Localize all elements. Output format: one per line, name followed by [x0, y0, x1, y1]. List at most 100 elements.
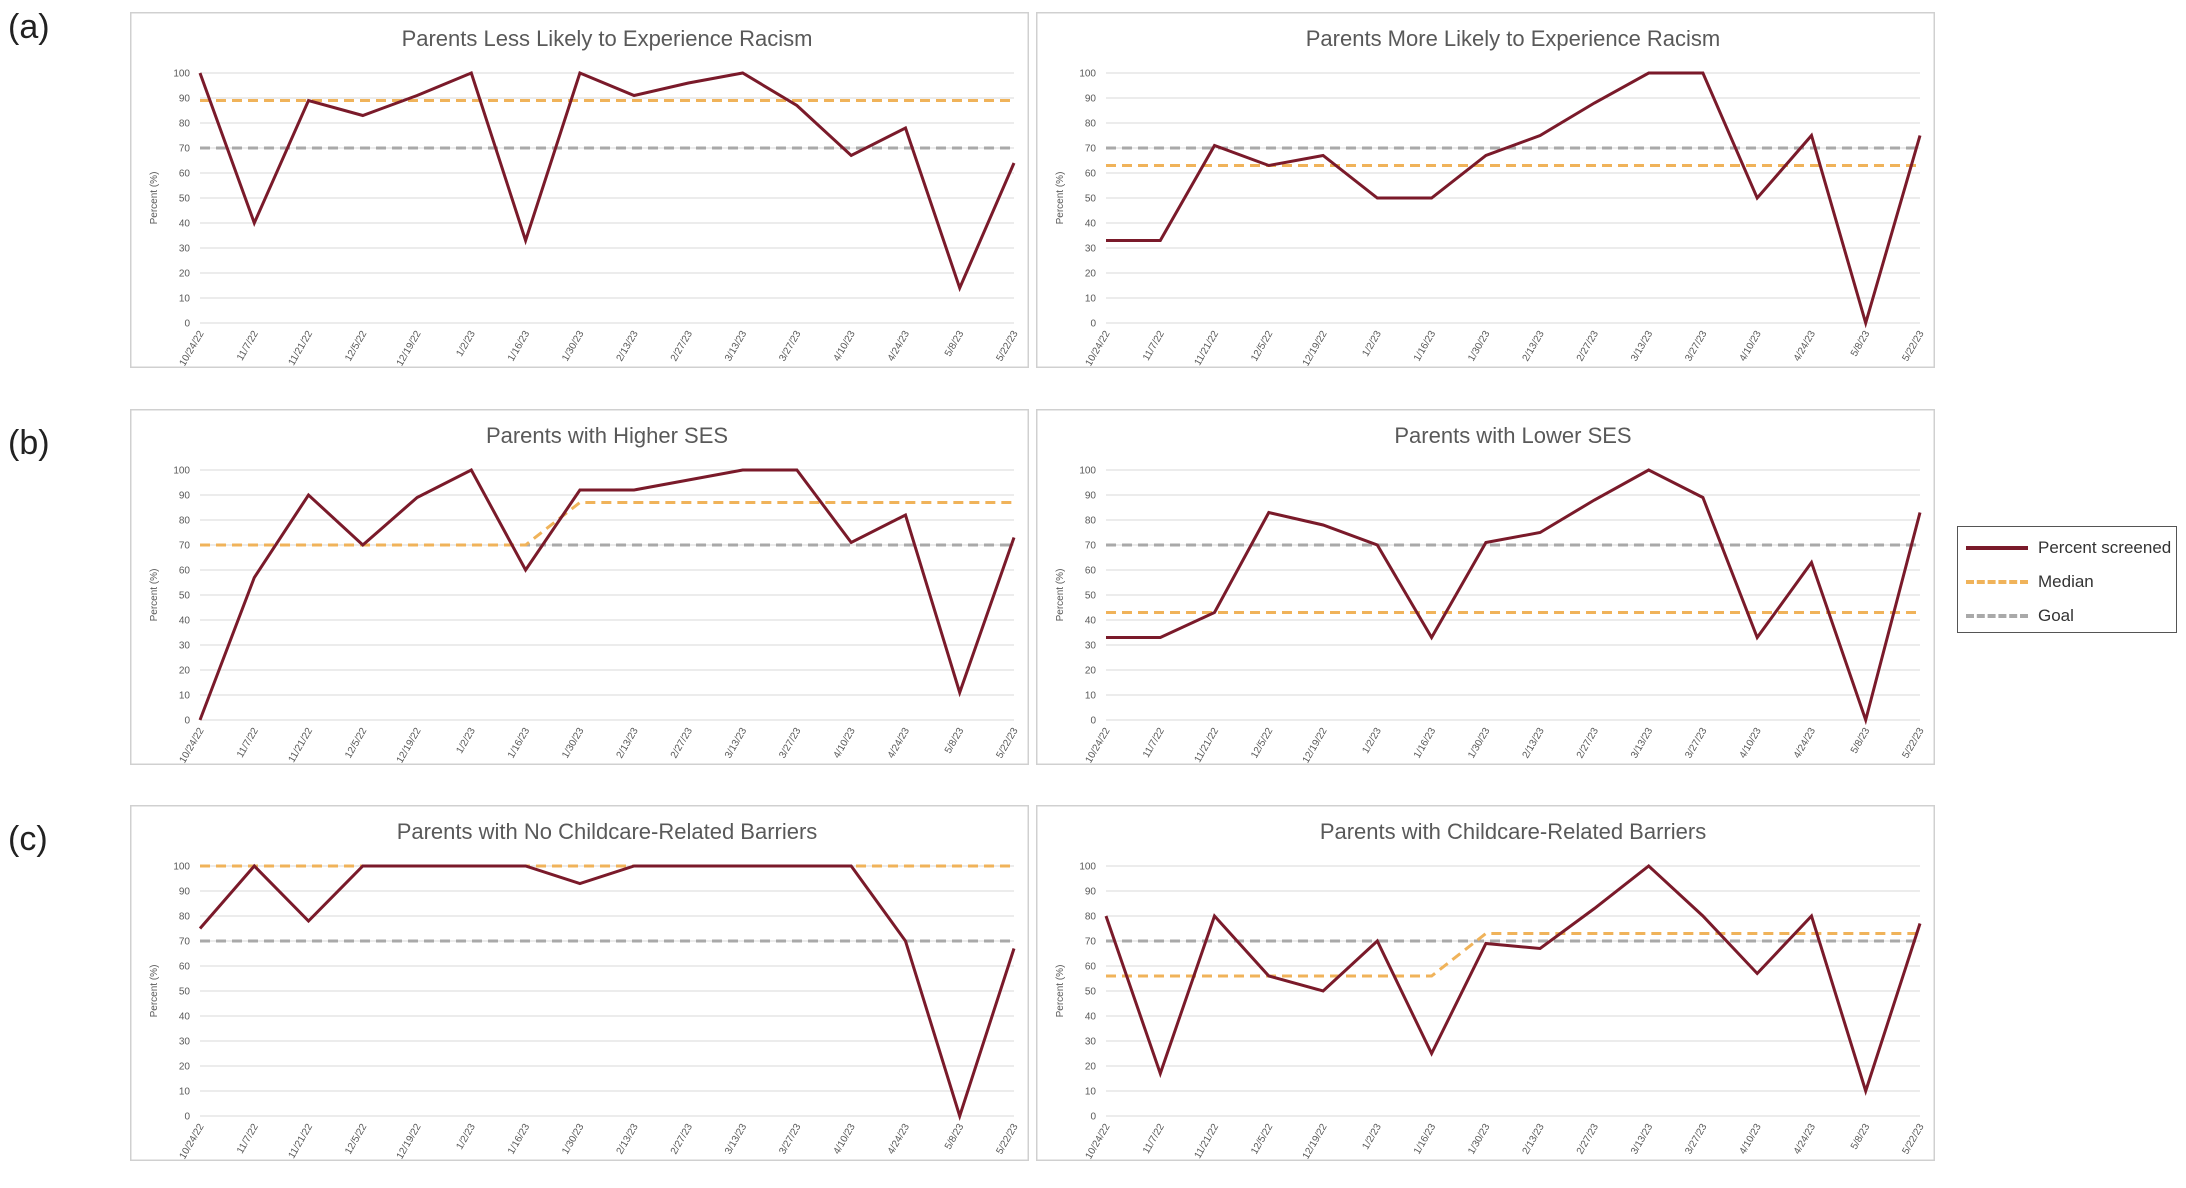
y-tick-label: 80 — [179, 912, 191, 923]
chart-svg: Parents with Childcare-Related Barriers 0… — [1036, 805, 1935, 1161]
y-tick-label: 40 — [1085, 1012, 1097, 1023]
chart-frame — [1036, 12, 1935, 368]
y-tick-label: 20 — [179, 666, 191, 677]
y-tick-label: 40 — [179, 616, 191, 627]
y-tick-label: 10 — [1085, 294, 1097, 305]
y-tick-label: 20 — [179, 1062, 191, 1073]
series-line-percent-screened — [198, 863, 1016, 1121]
y-tick-label: 20 — [1085, 666, 1097, 677]
chart-frame — [1036, 409, 1935, 765]
legend-swatch-goal — [1966, 614, 2028, 618]
y-tick-label: 30 — [179, 1037, 191, 1048]
y-tick-label: 60 — [179, 566, 191, 577]
y-tick-label: 50 — [179, 591, 191, 602]
legend-item-median: Median — [1966, 567, 2094, 597]
y-tick-label: 0 — [1090, 1112, 1096, 1123]
chart-svg: Parents Less Likely to Experience Racism… — [130, 12, 1029, 368]
chart-svg: Parents More Likely to Experience Racism… — [1036, 12, 1935, 368]
y-tick-label: 0 — [1090, 319, 1096, 330]
y-tick-label: 10 — [179, 691, 191, 702]
y-tick-label: 10 — [1085, 691, 1097, 702]
y-tick-label: 90 — [1085, 491, 1097, 502]
legend-label-percent-screened: Percent screened — [2038, 538, 2172, 557]
y-tick-label: 50 — [1085, 194, 1097, 205]
y-tick-label: 60 — [179, 962, 191, 973]
chart-a-left: Parents Less Likely to Experience Racism… — [130, 12, 1029, 368]
y-tick-label: 80 — [179, 119, 191, 130]
y-tick-label: 50 — [179, 987, 191, 998]
y-tick-label: 60 — [1085, 169, 1097, 180]
y-tick-label: 70 — [1085, 937, 1097, 948]
y-tick-label: 0 — [1090, 716, 1096, 727]
y-tick-label: 50 — [1085, 591, 1097, 602]
y-tick-label: 90 — [1085, 94, 1097, 105]
y-tick-label: 90 — [179, 887, 191, 898]
y-tick-label: 100 — [1079, 862, 1096, 873]
y-tick-label: 0 — [184, 716, 190, 727]
y-tick-label: 30 — [1085, 244, 1097, 255]
y-tick-label: 20 — [1085, 269, 1097, 280]
legend-item-goal: Goal — [1966, 601, 2074, 631]
y-tick-label: 30 — [1085, 1037, 1097, 1048]
y-tick-label: 60 — [1085, 566, 1097, 577]
chart-svg: Parents with Higher SES 0 10 20 30 40 50 60 70 80… — [130, 409, 1029, 765]
chart-title: Parents with No Childcare-Related Barrie… — [397, 819, 818, 844]
y-tick-label: 40 — [179, 1012, 191, 1023]
y-tick-label: 20 — [179, 269, 191, 280]
y-tick-label: 30 — [179, 641, 191, 652]
y-tick-label: 0 — [184, 319, 190, 330]
legend-label-goal: Goal — [2038, 606, 2074, 625]
y-tick-label: 60 — [1085, 962, 1097, 973]
y-tick-label: 80 — [1085, 912, 1097, 923]
series-line-percent-screened — [198, 70, 1016, 293]
chart-title: Parents More Likely to Experience Racism — [1306, 26, 1721, 51]
y-axis-label: Percent (%) — [149, 569, 160, 622]
y-tick-label: 10 — [179, 294, 191, 305]
chart-c-left: Parents with No Childcare-Related Barrie… — [130, 805, 1029, 1161]
chart-svg: Parents with No Childcare-Related Barrie… — [130, 805, 1029, 1161]
series-line-percent-screened — [198, 468, 1016, 721]
y-tick-label: 0 — [184, 1112, 190, 1123]
y-tick-label: 90 — [179, 94, 191, 105]
chart-title: Parents with Childcare-Related Barriers — [1320, 819, 1706, 844]
y-tick-label: 70 — [1085, 541, 1097, 552]
y-tick-label: 70 — [179, 937, 191, 948]
y-axis-label: Percent (%) — [1055, 569, 1066, 622]
chart-frame — [130, 12, 1029, 368]
y-tick-label: 40 — [1085, 219, 1097, 230]
y-tick-label: 20 — [1085, 1062, 1097, 1073]
chart-b-left: Parents with Higher SES 0 10 20 30 40 50 60 70 80… — [130, 409, 1029, 765]
panel-label-a: (a) — [8, 8, 50, 46]
chart-frame — [1036, 805, 1935, 1161]
y-axis-label: Percent (%) — [149, 965, 160, 1018]
chart-title: Parents Less Likely to Experience Racism — [402, 26, 813, 51]
chart-title: Parents with Lower SES — [1394, 423, 1631, 448]
y-tick-label: 100 — [173, 466, 190, 477]
legend-label-median: Median — [2038, 572, 2094, 591]
chart-c-right: Parents with Childcare-Related Barriers 0… — [1036, 805, 1935, 1161]
y-tick-label: 80 — [1085, 119, 1097, 130]
y-tick-label: 50 — [179, 194, 191, 205]
y-tick-label: 70 — [179, 144, 191, 155]
y-tick-label: 90 — [1085, 887, 1097, 898]
legend-swatch-median — [1966, 580, 2028, 584]
y-tick-label: 100 — [173, 69, 190, 80]
y-tick-label: 40 — [179, 219, 191, 230]
y-tick-label: 50 — [1085, 987, 1097, 998]
y-tick-label: 10 — [1085, 1087, 1097, 1098]
y-tick-label: 60 — [179, 169, 191, 180]
chart-b-right: Parents with Lower SES 0 10 20 30 40 50 60 70 80 9… — [1036, 409, 1935, 765]
y-tick-label: 30 — [179, 244, 191, 255]
y-tick-label: 100 — [1079, 69, 1096, 80]
y-tick-label: 100 — [1079, 466, 1096, 477]
panel-label-b: (b) — [8, 424, 50, 462]
series-line-percent-screened — [1106, 468, 1922, 726]
chart-title: Parents with Higher SES — [486, 423, 728, 448]
series-line-percent-screened — [1104, 864, 1922, 1096]
legend: Percent screened Median Goal — [1957, 526, 2177, 633]
chart-frame — [130, 805, 1029, 1161]
y-tick-label: 40 — [1085, 616, 1097, 627]
y-tick-label: 80 — [179, 516, 191, 527]
chart-a-right: Parents More Likely to Experience Racism… — [1036, 12, 1935, 368]
panel-label-c: (c) — [8, 820, 48, 858]
